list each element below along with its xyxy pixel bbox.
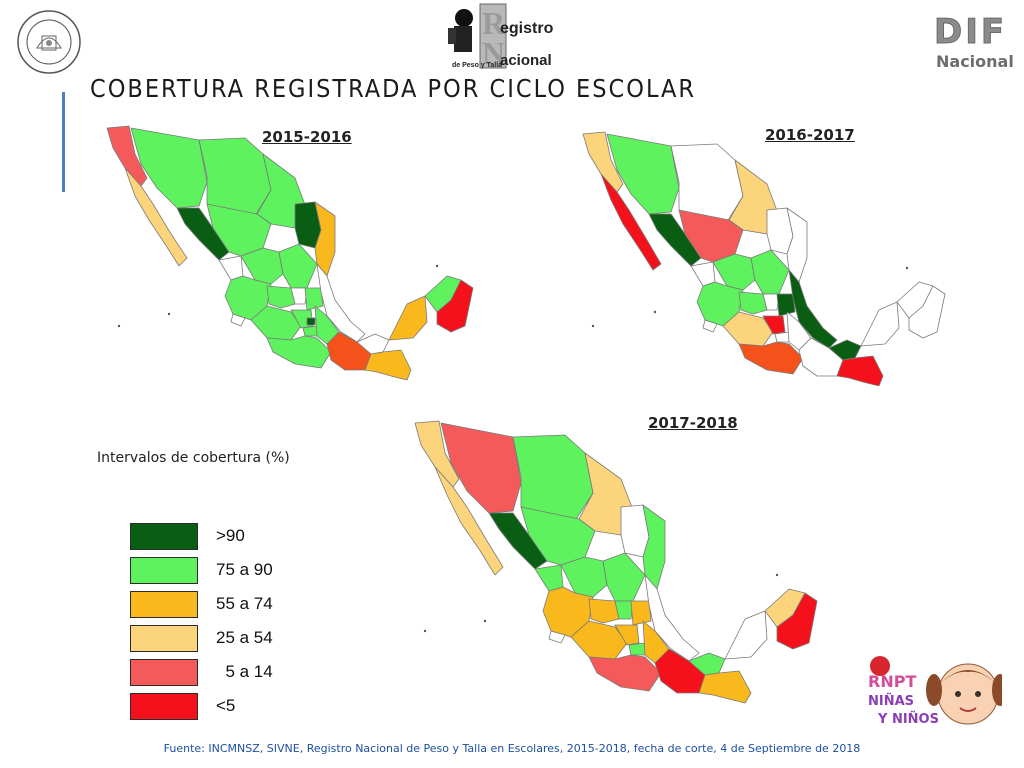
state-san-luis-potosi [278,243,318,289]
state-guanajuato [266,285,296,309]
map-period-label: 2016-2017 [765,126,855,144]
state-campeche [724,610,768,660]
legend-label: 75 a 90 [216,560,273,579]
legend-swatch [130,591,198,618]
state-nayarit [690,261,716,287]
state-chiapas [836,355,884,386]
state-sinaloa [648,213,702,267]
state-quintana-roo [436,279,474,333]
state-chiapas [364,349,412,381]
state-guanajuato [738,291,768,315]
state-baja-california [582,131,624,193]
state-quintana-roo [908,285,946,339]
kids-logo-line2: Y NIÑOS [878,712,939,727]
map-period-label: 2015-2016 [262,128,352,146]
incmnsz-seal-icon [17,10,81,74]
dif-logo-text: DIF [933,12,1008,53]
state-campeche [388,295,428,341]
legend-swatch [130,557,198,584]
state-cdmx [306,317,316,326]
state-morelos [302,325,318,337]
state-campeche [860,301,900,347]
state-morelos [774,331,790,343]
legend-label: 25 a 54 [216,628,273,647]
state-baja-california-sur [600,173,662,271]
state-queretaro [290,287,308,305]
legend-label: 5 a 14 [216,662,273,681]
state-coahuila [728,159,780,235]
state-hidalgo [630,600,652,626]
state-queretaro [614,600,634,620]
state-sinaloa [176,207,230,261]
state-oaxaca [654,648,706,694]
map-period-label: 2017-2018 [648,414,738,432]
kids-logo-line1: NIÑAS [868,694,915,709]
state-nayarit [218,255,244,281]
state-colima [548,630,566,644]
state-veracruz [644,574,700,662]
state-sinaloa [488,512,548,570]
state-baja-california [106,125,148,187]
kids-logo-top: RNPT [868,672,917,691]
state-oaxaca [798,337,844,377]
state-oaxaca [326,331,372,371]
state-mexico [614,624,640,646]
state-quintana-roo [776,592,818,650]
state-baja-california-sur [124,167,188,267]
rnpt-logo-line2: acional [500,52,552,69]
legend-swatch [130,625,198,652]
state-tabasco [356,333,390,355]
state-baja-california [414,420,460,488]
state-baja-california-sur [434,466,504,576]
state-morelos [628,642,646,656]
state-queretaro [762,293,780,311]
legend-swatch [130,693,198,720]
state-guanajuato [588,598,620,624]
state-colima [230,313,246,327]
legend-swatch [130,523,198,550]
state-guerrero [266,335,332,369]
state-guerrero [588,654,662,692]
state-chiapas [698,670,752,704]
state-san-luis-potosi [750,249,790,295]
state-mexico [762,315,786,335]
dif-logo-subtext: Nacional [936,52,1014,71]
title-accent-bar [62,92,65,192]
state-hidalgo [304,287,324,311]
legend-label: 55 a 74 [216,594,273,613]
state-san-luis-potosi [602,552,646,602]
legend-label: >90 [216,526,245,545]
svg-text:N: N [482,35,505,71]
legend-label: <5 [216,696,236,715]
state-nayarit [534,564,564,592]
rnpt-logo-line1: egistro [500,20,554,37]
svg-text:R: R [482,5,506,41]
state-tabasco [828,339,862,361]
legend-swatch [130,659,198,686]
page-title: COBERTURA REGISTRADA POR CICLO ESCOLAR [90,74,697,103]
state-coahuila [256,153,308,229]
state-veracruz [788,269,838,349]
state-tabasco [688,652,726,676]
rnpt-logo-line3: de Peso y Talla [452,62,503,69]
state-veracruz [316,263,366,343]
state-colima [702,319,718,333]
source-footnote: Fuente: INCMNSZ, SIVNE, Registro Naciona… [163,742,861,755]
map-2016-2017 [582,131,946,386]
legend-title: Intervalos de cobertura (%) [97,450,290,466]
rnpt-kids-logo-icon [870,656,1002,725]
state-hidalgo [776,293,796,317]
map-2017-2018 [414,420,818,704]
registro-nacional-logo-icon: R N [448,3,507,71]
state-guerrero [738,341,804,375]
map-2015-2016 [106,125,474,381]
